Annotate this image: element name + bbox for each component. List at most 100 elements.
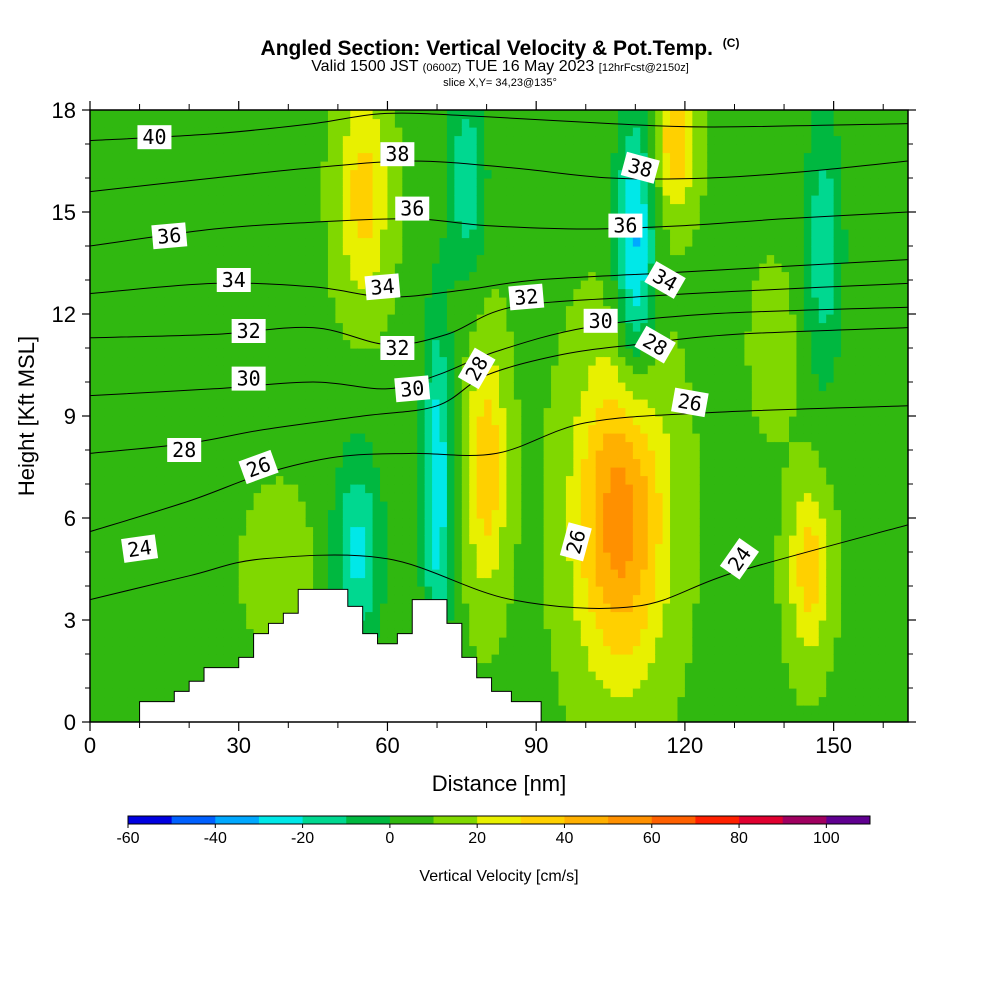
heat-cell	[201, 288, 210, 298]
heat-cell	[536, 637, 545, 647]
heat-cell	[194, 178, 203, 188]
heat-cell	[335, 322, 344, 332]
heat-cell	[119, 288, 128, 298]
heat-cell	[261, 314, 270, 324]
heat-cell	[223, 407, 232, 417]
heat-cell	[580, 577, 589, 587]
heat-cell	[558, 271, 567, 281]
heat-cell	[484, 560, 493, 570]
heat-cell	[506, 161, 515, 171]
heat-cell	[298, 509, 307, 519]
title-main: Angled Section: Vertical Velocity & Pot.…	[260, 37, 713, 60]
heat-cell	[119, 611, 128, 621]
heat-cell	[290, 152, 299, 162]
heat-cell	[446, 492, 455, 502]
heat-cell	[424, 271, 433, 281]
heat-cell	[171, 382, 180, 392]
heat-cell	[551, 407, 560, 417]
heat-cell	[208, 305, 218, 315]
heat-cell	[164, 246, 173, 256]
heat-cell	[238, 450, 247, 460]
heat-cell	[432, 348, 441, 358]
heat-cell	[298, 195, 307, 205]
heat-cell	[350, 195, 359, 205]
heat-cell	[595, 450, 604, 460]
heat-cell	[246, 526, 255, 536]
heat-cell	[595, 110, 604, 120]
heat-cell	[238, 135, 247, 145]
heat-cell	[454, 186, 463, 196]
heat-cell	[223, 365, 232, 375]
heat-cell	[543, 458, 552, 468]
heat-cell	[179, 203, 188, 213]
heat-cell	[387, 220, 396, 230]
heat-cell	[313, 458, 322, 468]
heat-cell	[372, 220, 381, 230]
heat-cell	[417, 152, 426, 162]
heat-cell	[142, 603, 151, 613]
heat-cell	[424, 535, 433, 545]
heat-cell	[194, 314, 203, 324]
heat-cell	[320, 484, 329, 494]
heat-cell	[238, 339, 247, 349]
heat-cell	[298, 288, 307, 298]
heat-cell	[551, 263, 560, 273]
heat-cell	[491, 467, 500, 477]
heat-cell	[454, 263, 463, 273]
heat-cell	[156, 509, 165, 519]
heat-cell	[469, 416, 478, 426]
heat-cell	[208, 526, 218, 536]
heat-cell	[565, 212, 574, 222]
heat-cell	[357, 118, 366, 128]
heat-cell	[97, 314, 106, 324]
heat-cell	[588, 212, 597, 222]
heat-cell	[261, 161, 270, 171]
heat-cell	[409, 135, 418, 145]
heat-cell	[476, 169, 485, 179]
heat-cell	[194, 195, 203, 205]
heat-cell	[261, 492, 270, 502]
heat-cell	[513, 696, 522, 706]
heat-cell	[521, 322, 530, 332]
heat-cell	[357, 594, 366, 604]
heat-cell	[231, 135, 240, 145]
heat-cell	[573, 144, 582, 154]
heat-cell	[186, 467, 195, 477]
heat-cell	[499, 484, 508, 494]
heat-cell	[127, 314, 136, 324]
heat-cell	[543, 288, 552, 298]
heat-cell	[558, 611, 567, 621]
heat-cell	[90, 688, 99, 698]
heat-cell	[469, 322, 478, 332]
heat-cell	[521, 127, 530, 137]
heat-cell	[97, 543, 106, 553]
heat-cell	[134, 688, 143, 698]
heat-cell	[409, 586, 418, 596]
heat-cell	[216, 603, 225, 613]
heat-cell	[246, 246, 255, 256]
heat-cell	[104, 382, 113, 392]
heat-cell	[186, 339, 195, 349]
heat-cell	[499, 416, 508, 426]
heat-cell	[194, 271, 203, 281]
heat-cell	[521, 178, 530, 188]
heat-cell	[551, 535, 560, 545]
heat-cell	[268, 186, 277, 196]
heat-cell	[164, 611, 173, 621]
heat-cell	[283, 543, 292, 553]
heat-cell	[194, 407, 203, 417]
heat-cell	[298, 280, 307, 290]
heat-cell	[104, 424, 113, 434]
heat-cell	[565, 390, 574, 400]
heat-cell	[179, 169, 188, 179]
heat-cell	[603, 654, 612, 664]
heat-cell	[595, 458, 604, 468]
heat-cell	[461, 628, 470, 638]
heat-cell	[565, 297, 574, 307]
heat-cell	[551, 441, 560, 451]
heat-cell	[432, 373, 441, 383]
heat-cell	[521, 407, 530, 417]
heat-cell	[454, 356, 463, 366]
heat-cell	[439, 195, 448, 205]
heat-cell	[149, 365, 158, 375]
